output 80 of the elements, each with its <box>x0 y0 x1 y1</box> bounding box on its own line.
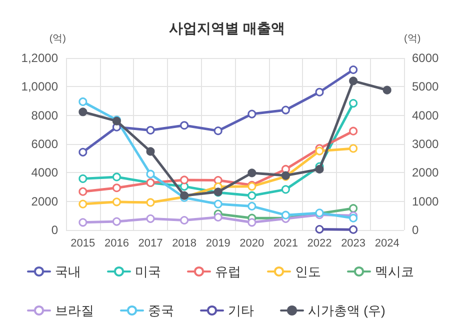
x-tick-label: 2024 <box>374 238 400 250</box>
y2-tick-label: 3000 <box>412 137 440 151</box>
legend-label: 시가총액 (우) <box>308 303 386 318</box>
y-tick-label: 2000 <box>31 194 58 208</box>
point <box>281 185 290 194</box>
y2-tick-label: 1000 <box>412 194 440 208</box>
point <box>112 198 121 206</box>
x-tick-label: 2016 <box>104 238 129 250</box>
y2-tick-label: 5000 <box>412 80 440 94</box>
legend-label: 중국 <box>148 303 174 318</box>
x-tick-label: 2020 <box>240 238 264 250</box>
point <box>78 218 88 227</box>
x-tick-label: 2015 <box>70 238 96 250</box>
y2-tick-label: 4000 <box>412 108 440 122</box>
point <box>112 184 121 192</box>
x-tick-label: 2019 <box>206 238 230 250</box>
legend-label: 미국 <box>135 264 161 279</box>
point <box>315 164 324 174</box>
point <box>349 66 358 74</box>
point <box>248 202 256 210</box>
point <box>180 176 189 184</box>
point <box>248 218 256 227</box>
legend-label: 멕시코 <box>375 264 414 279</box>
point <box>78 200 88 208</box>
legend-label: 브라질 <box>55 303 94 318</box>
y-tick-label: 4000 <box>31 166 58 180</box>
x-tick-label: 2023 <box>341 238 366 250</box>
y-tick-label: 0 <box>51 223 58 237</box>
point <box>78 108 88 116</box>
point <box>180 121 189 130</box>
point <box>349 99 358 108</box>
point <box>112 172 121 182</box>
y-tick-label: 6000 <box>31 137 58 151</box>
x-tick-label: 2018 <box>172 238 197 250</box>
point <box>349 214 358 222</box>
point <box>382 86 392 94</box>
legend-label: 인도 <box>295 264 321 279</box>
x-tick-label: 2021 <box>273 238 298 250</box>
point <box>78 97 88 106</box>
point <box>281 106 290 114</box>
y2-tick-label: 2000 <box>412 166 440 180</box>
point <box>78 148 88 156</box>
point <box>315 88 324 96</box>
point <box>349 225 358 234</box>
point <box>146 170 155 178</box>
legend-label: 국내 <box>55 264 81 279</box>
point <box>248 168 256 178</box>
point <box>315 225 324 234</box>
point <box>315 146 324 156</box>
point <box>214 212 222 222</box>
point <box>349 126 358 136</box>
y-axis-title: (억) <box>49 34 66 44</box>
point <box>214 126 222 136</box>
point <box>180 182 189 191</box>
point <box>146 147 155 156</box>
point <box>349 76 358 86</box>
x-tick-label: 2022 <box>307 238 332 250</box>
point <box>78 187 88 196</box>
x-tick-label: 2017 <box>138 238 163 250</box>
point <box>349 144 358 153</box>
y2-axis-title: (억) <box>404 34 421 44</box>
point <box>349 204 358 213</box>
point <box>78 174 88 183</box>
y-tick-label: 1,0000 <box>21 80 58 94</box>
point <box>281 210 290 220</box>
y-tick-label: 1,2000 <box>21 51 58 65</box>
y-tick-label: 8000 <box>31 108 58 122</box>
point <box>112 217 121 226</box>
chart-title: 사업지역별 매출액 <box>169 20 285 36</box>
y2-tick-label: 6000 <box>412 51 440 65</box>
legend-label: 기타 <box>228 303 254 318</box>
point <box>146 214 155 223</box>
point <box>248 191 256 200</box>
point <box>146 198 155 207</box>
point <box>180 216 189 224</box>
y2-tick-label: 0 <box>412 223 419 237</box>
point <box>146 126 155 134</box>
point <box>214 200 222 208</box>
legend-label: 유럽 <box>215 264 241 279</box>
point <box>248 110 256 118</box>
